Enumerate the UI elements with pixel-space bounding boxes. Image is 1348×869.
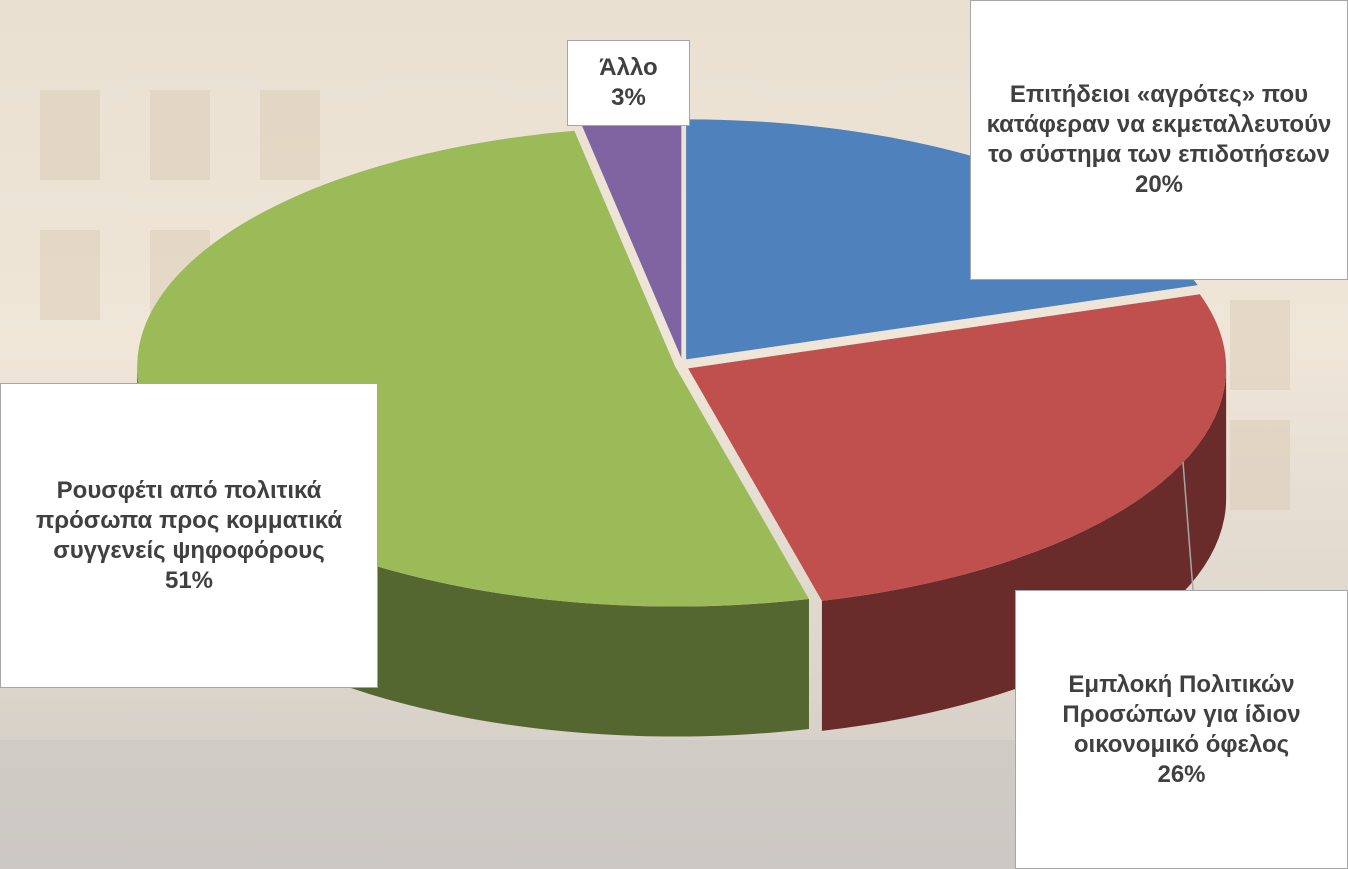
- data-label: Εμπλοκή Πολιτικών Προσώπων για ίδιον οικ…: [1015, 590, 1348, 869]
- page: Επιτήδειοι «αγρότες» που κατάφεραν να εκ…: [0, 0, 1348, 869]
- data-label: Επιτήδειοι «αγρότες» που κατάφεραν να εκ…: [970, 0, 1348, 280]
- label-value: 3%: [572, 83, 685, 113]
- label-name: Ρουσφέτι από πολιτικά πρόσωπα προς κομμα…: [31, 476, 347, 566]
- label-name: Άλλο: [572, 53, 685, 83]
- label-name: Επιτήδειοι «αγρότες» που κατάφεραν να εκ…: [983, 80, 1335, 170]
- data-label: Ρουσφέτι από πολιτικά πρόσωπα προς κομμα…: [0, 383, 378, 688]
- label-name: Εμπλοκή Πολιτικών Προσώπων για ίδιον οικ…: [1028, 670, 1335, 760]
- label-value: 26%: [1028, 760, 1335, 790]
- label-value: 51%: [31, 566, 347, 596]
- label-value: 20%: [983, 170, 1335, 200]
